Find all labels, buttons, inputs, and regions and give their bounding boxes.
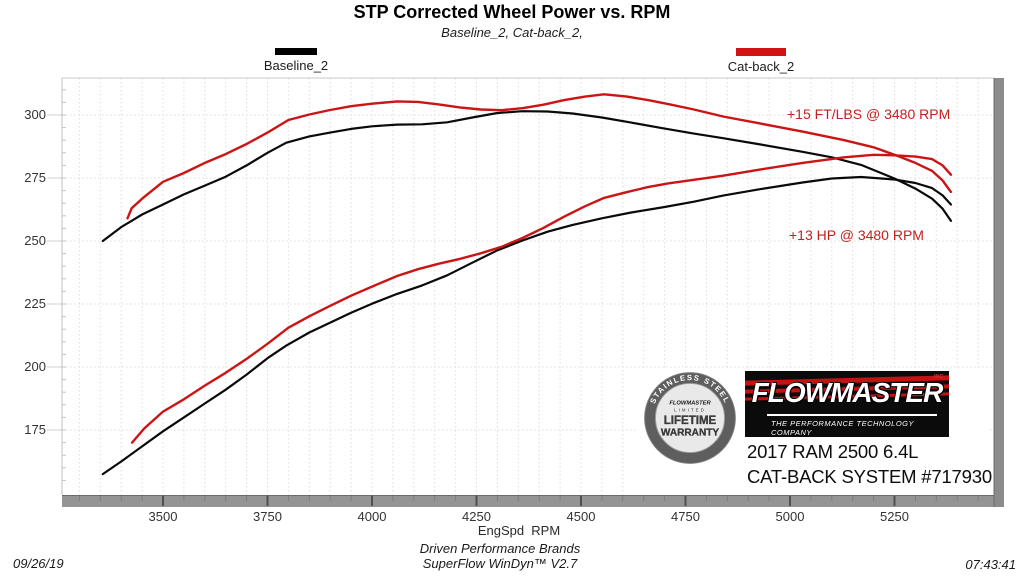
badge-ring xyxy=(645,373,735,463)
series-baseline-2-power-hp- xyxy=(101,175,953,476)
logo-tagline: THE PERFORMANCE TECHNOLOGY COMPANY xyxy=(771,419,914,437)
badge-limited-text: LIMITED xyxy=(674,407,706,412)
logo-brand-text: FLOWMASTER xyxy=(751,377,944,408)
branding-block: STAINLESS STEEL FLOWMASTER LIMITED LIFET… xyxy=(637,368,992,495)
badge-warranty-text: WARRANTY xyxy=(661,427,720,438)
x-tick-label: 4500 xyxy=(566,509,596,524)
power-gain-annotation: +13 HP @ 3480 RPM xyxy=(789,227,924,243)
y-tick-label: 300 xyxy=(24,107,46,122)
series-baseline-2-torque-ft-lbs- xyxy=(101,110,953,243)
x-tick-label: 4250 xyxy=(462,509,491,524)
vehicle-line1: 2017 RAM 2500 6.4L xyxy=(747,441,919,462)
torque-gain-annotation: +15 FT/LBS @ 3480 RPM xyxy=(787,106,951,122)
footer-brand-line: Driven Performance Brands xyxy=(419,541,581,556)
logo-underline xyxy=(767,414,937,416)
y-tick-label: 200 xyxy=(24,359,46,374)
legend-catback: Cat-back_2 xyxy=(716,48,806,74)
legend-baseline-label: Baseline_2 xyxy=(263,58,329,73)
series-cat-back-2-torque-ft-lbs- xyxy=(126,93,953,220)
badge-lifetime-text: LIFETIME xyxy=(664,415,717,427)
report-date: 09/26/19 xyxy=(13,556,64,571)
vehicle-line2: CAT-BACK SYSTEM #717930 xyxy=(747,466,992,487)
x-tick-label: 4750 xyxy=(671,509,700,524)
report-time: 07:43:41 xyxy=(965,557,1016,572)
series-cat-back-2-power-hp- xyxy=(130,153,953,444)
y-tick-label: 225 xyxy=(24,296,46,311)
legend-catback-label: Cat-back_2 xyxy=(727,59,795,74)
badge-brand-text: FLOWMASTER xyxy=(669,401,711,407)
x-axis-label: EngSpd RPM xyxy=(477,523,561,538)
chart-title: STP Corrected Wheel Power vs. RPM xyxy=(353,2,671,22)
chart-subtitle: Baseline_2, Cat-back_2, xyxy=(441,25,583,40)
x-tick-label: 4000 xyxy=(357,509,387,524)
y-tick-label: 250 xyxy=(24,233,46,248)
y-tick-label: 275 xyxy=(24,170,46,185)
x-tick-label: 5250 xyxy=(880,509,909,524)
x-tick-label: 3750 xyxy=(253,509,282,524)
vehicle-info: 2017 RAM 2500 6.4L CAT-BACK SYSTEM #7179… xyxy=(747,439,992,489)
baseline-color-swatch xyxy=(275,48,317,55)
catback-color-swatch xyxy=(736,48,786,56)
y-tick-label: 175 xyxy=(24,422,46,437)
x-tick-label: 3500 xyxy=(148,509,178,524)
lifetime-warranty-badge: STAINLESS STEEL FLOWMASTER LIMITED LIFET… xyxy=(644,372,736,464)
logo-inc-text: INC. xyxy=(934,374,945,380)
legend-baseline: Baseline_2 xyxy=(251,48,341,73)
badge-inner-circle xyxy=(654,382,726,454)
footer-software-line: SuperFlow WinDyn™ V2.7 xyxy=(422,556,578,571)
flowmaster-logo: FLOWMASTER INC. THE PERFORMANCE TECHNOLO… xyxy=(745,371,949,437)
x-tick-label: 5000 xyxy=(775,509,805,524)
